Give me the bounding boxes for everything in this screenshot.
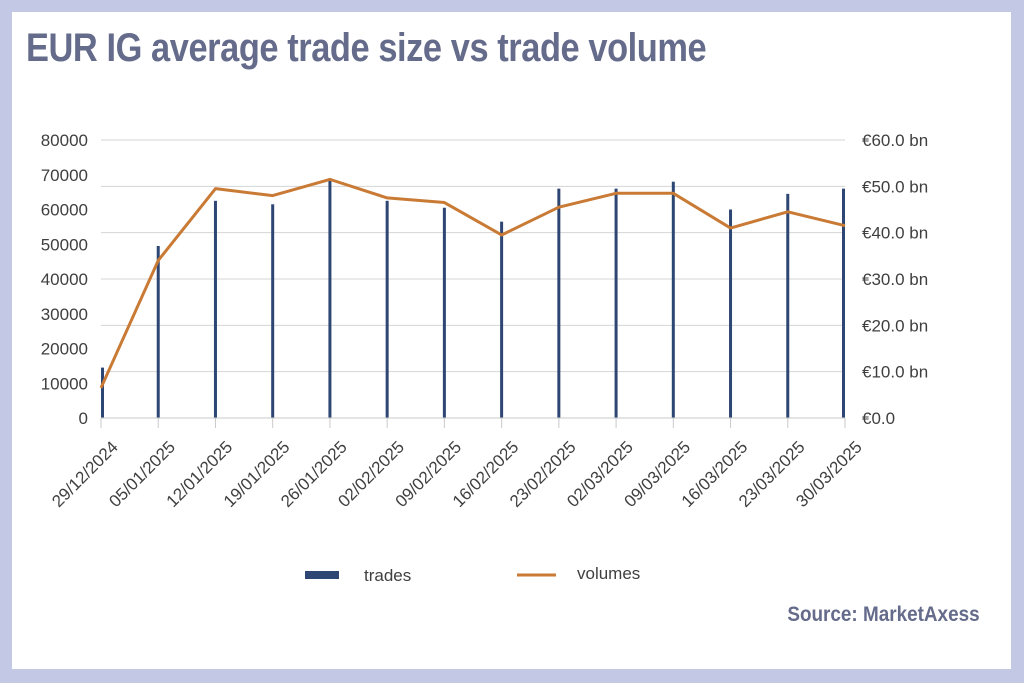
left-axis-tick: 60000 [41, 201, 88, 220]
legend: trades volumes [305, 564, 640, 585]
right-axis-tick: €40.0 bn [862, 224, 928, 243]
right-axis-tick: €0.0 [862, 409, 895, 428]
left-axis-ticks: 80000 70000 60000 50000 40000 30000 20000 10000… [41, 131, 88, 428]
grid-lines [101, 139, 845, 419]
left-axis-tick: 70000 [41, 166, 88, 185]
legend-trades-swatch [305, 571, 339, 579]
right-axis-tick: €10.0 bn [862, 363, 928, 382]
legend-trades-label: trades [364, 566, 411, 585]
trades-bar [156, 245, 160, 418]
left-axis-tick: 80000 [41, 131, 88, 150]
left-axis-tick: 50000 [41, 235, 88, 254]
trades-bar [671, 181, 675, 418]
right-axis-tick: €20.0 bn [862, 316, 928, 335]
trades-bar [557, 188, 561, 418]
left-axis-tick: 40000 [41, 270, 88, 289]
left-axis-tick: 0 [79, 409, 88, 428]
trades-bar [101, 367, 104, 418]
trades-bar [442, 207, 446, 418]
right-axis-tick: €60.0 bn [862, 131, 928, 150]
chart-title: EUR IG average trade size vs trade volum… [26, 26, 707, 70]
trades-bar [500, 221, 504, 418]
trades-bar [786, 193, 790, 418]
trades-bar [213, 200, 217, 418]
right-axis-ticks: €60.0 bn €50.0 bn €40.0 bn €30.0 bn €20.0 bn… [862, 131, 928, 428]
trades-bar [385, 200, 389, 418]
right-axis-tick: €30.0 bn [862, 270, 928, 289]
source-note: Source: MarketAxess [787, 603, 980, 626]
x-axis: 29/12/202405/01/202512/01/202519/01/2025… [48, 417, 866, 511]
left-axis-tick: 10000 [41, 374, 88, 393]
legend-volumes-label: volumes [577, 564, 640, 583]
trades-bar [729, 209, 733, 418]
left-axis-tick: 20000 [41, 340, 88, 359]
trades-bar [842, 188, 845, 418]
trades-bars [101, 178, 845, 418]
trades-bar [328, 178, 332, 418]
volumes-line [99, 177, 846, 389]
trades-bar [271, 204, 275, 418]
volumes-line-group [99, 177, 846, 389]
trades-bar [614, 188, 618, 418]
right-axis-tick: €50.0 bn [862, 177, 928, 196]
left-axis-tick: 30000 [41, 305, 88, 324]
